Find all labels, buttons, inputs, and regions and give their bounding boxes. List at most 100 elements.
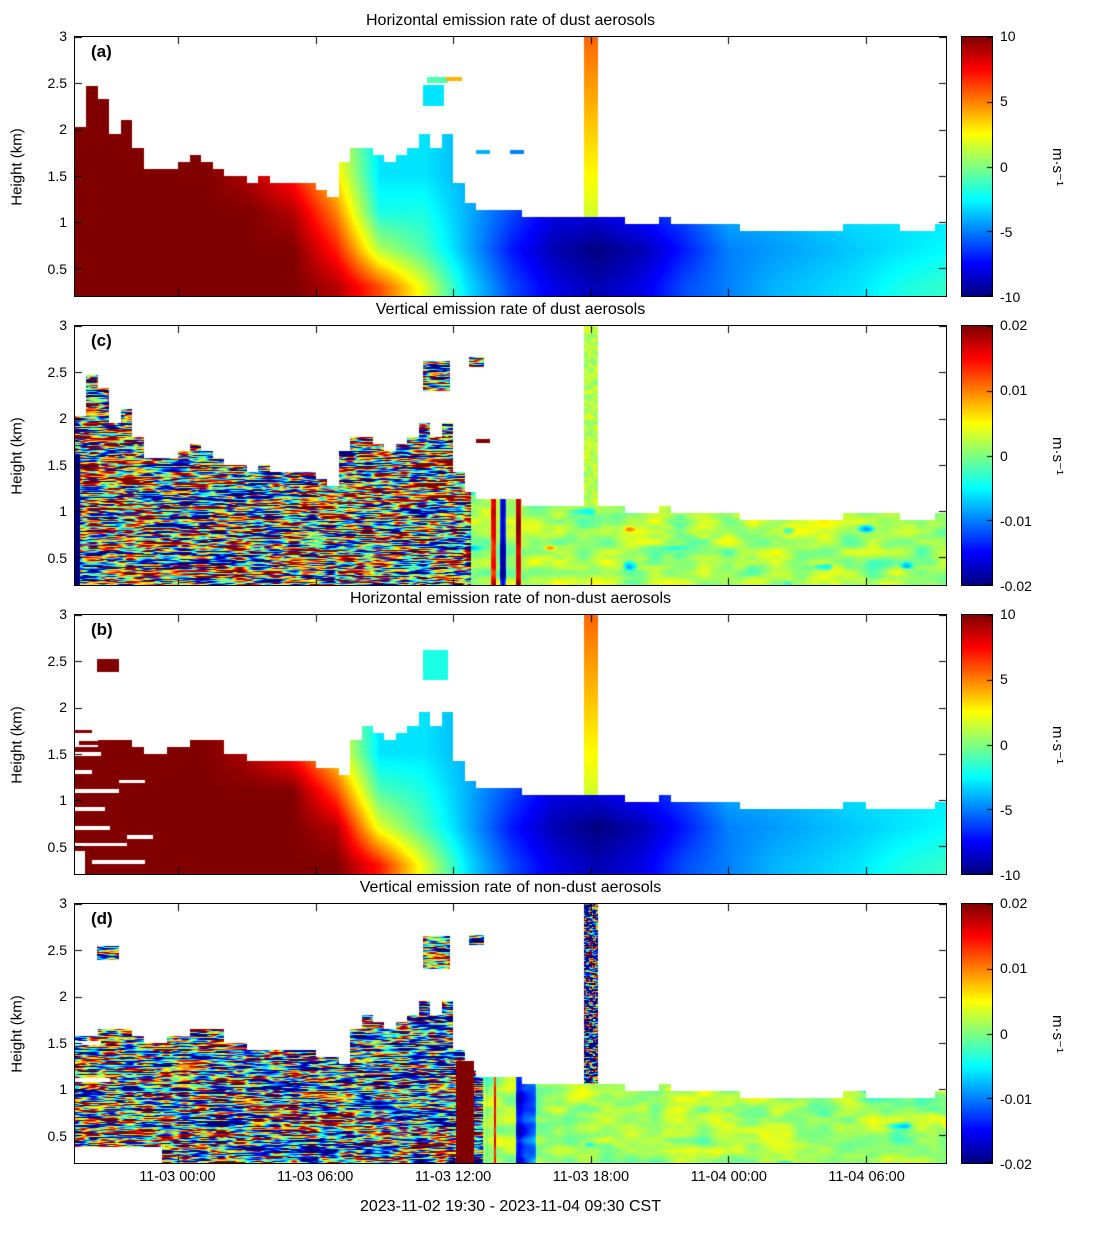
colorbar-tick: 0: [1000, 447, 1008, 464]
colorbar-tick: -10: [1000, 867, 1021, 883]
x-axis-tick-labels: 11-03 00:00 11-03 06:00 11-03 12:00 11-0…: [4, 1164, 1107, 1190]
y-tick: 2: [59, 410, 67, 427]
panel-b-plot-row: Height (km) 3 2.5 2 1.5 1 0.5 (b) 10 5 0…: [4, 606, 1107, 883]
y-tick: 1.5: [47, 167, 67, 184]
panel-d: Vertical emission rate of non-dust aeros…: [4, 875, 1107, 1172]
colorbar-tick: 10: [1000, 606, 1016, 622]
colorbar-tick: -5: [1000, 223, 1013, 240]
colorbar-ticks-a: 10 5 0 -5 -10: [993, 28, 1045, 305]
panel-c: Vertical emission rate of dust aerosols …: [4, 297, 1107, 594]
panel-a-title-row: Horizontal emission rate of dust aerosol…: [4, 8, 1107, 36]
x-tick: 11-03 18:00: [552, 1169, 630, 1185]
heatmap-canvas-b: [75, 615, 946, 874]
colorbar-canvas-c: [962, 326, 992, 585]
x-ticks: 11-03 00:00 11-03 06:00 11-03 12:00 11-0…: [74, 1164, 947, 1190]
y-tick: 0.5: [47, 1128, 67, 1145]
colorbar-unit-text: m·s⁻¹: [1049, 725, 1066, 764]
y-tick: 1.5: [47, 745, 67, 762]
y-tick: 0.5: [47, 261, 67, 278]
x-tick: 11-03 00:00: [139, 1169, 216, 1185]
heatmap-canvas-a: [75, 37, 946, 296]
colorbar-tick: -5: [1000, 801, 1013, 818]
heatmap-plot-a: (a): [74, 36, 947, 297]
colorbar-b: [961, 614, 993, 875]
colorbar-canvas-a: [962, 37, 992, 296]
panel-c-plot-row: Height (km) 3 2.5 2 1.5 1 0.5 (c) 0.02 0…: [4, 317, 1107, 594]
heatmap-plot-c: (c): [74, 325, 947, 586]
panel-a-plot-row: Height (km) 3 2.5 2 1.5 1 0.5 (a) 10 5 0…: [4, 28, 1107, 305]
heatmap-plot-d: (d): [74, 903, 947, 1164]
colorbar-tick: 5: [1000, 93, 1008, 110]
y-tick-labels: 3 2.5 2 1.5 1 0.5: [30, 895, 74, 1164]
panel-d-plot-row: Height (km) 3 2.5 2 1.5 1 0.5 (d) 0.02 0…: [4, 895, 1107, 1172]
colorbar-tick: 0: [1000, 1025, 1008, 1042]
y-tick: 1: [59, 503, 67, 520]
y-tick-labels: 3 2.5 2 1.5 1 0.5: [30, 317, 74, 586]
panel-a: Horizontal emission rate of dust aerosol…: [4, 8, 1107, 305]
colorbar-tick: -0.02: [1000, 1156, 1032, 1172]
panel-c-title: Vertical emission rate of dust aerosols: [375, 301, 646, 318]
panel-d-title-row: Vertical emission rate of non-dust aeros…: [4, 875, 1107, 903]
y-tick: 2.5: [47, 941, 67, 958]
colorbar-canvas-b: [962, 615, 992, 874]
y-axis-label: Height (km): [4, 614, 30, 875]
panel-letter-a: (a): [91, 42, 112, 61]
colorbar-tick: -0.01: [1000, 512, 1032, 529]
colorbar-unit-text: m·s⁻¹: [1049, 1014, 1066, 1053]
y-axis-label-text: Height (km): [8, 127, 26, 206]
panel-letter-b: (b): [91, 620, 113, 639]
y-tick: 1.5: [47, 1034, 67, 1051]
panel-b: Horizontal emission rate of non-dust aer…: [4, 586, 1107, 883]
colorbar-tick: 0.02: [1000, 317, 1028, 333]
colorbar-d: [961, 903, 993, 1164]
x-tick: 11-03 06:00: [277, 1169, 354, 1185]
colorbar-unit-a: m·s⁻¹: [1045, 36, 1071, 297]
colorbar-ticks-b: 10 5 0 -5 -10: [993, 606, 1045, 883]
panel-a-title: Horizontal emission rate of dust aerosol…: [365, 12, 656, 29]
y-axis-label: Height (km): [4, 36, 30, 297]
colorbar-unit-c: m·s⁻¹: [1045, 325, 1071, 586]
colorbar-ticks-c: 0.02 0.01 0 -0.01 -0.02: [993, 317, 1045, 594]
colorbar-unit-b: m·s⁻¹: [1045, 614, 1071, 875]
x-tick: 11-03 12:00: [414, 1169, 492, 1185]
colorbar-unit-text: m·s⁻¹: [1049, 147, 1066, 186]
colorbar-tick: 0: [1000, 736, 1008, 753]
colorbar-canvas-d: [962, 904, 992, 1163]
colorbar-ticks-d: 0.02 0.01 0 -0.01 -0.02: [993, 895, 1045, 1172]
colorbar-tick: 0.01: [1000, 960, 1028, 977]
colorbar-tick: 10: [1000, 28, 1016, 44]
x-axis-label-row: 2023-11-02 19:30 - 2023-11-04 09:30 CST: [4, 1190, 1107, 1224]
x-axis-label: 2023-11-02 19:30 - 2023-11-04 09:30 CST: [360, 1198, 661, 1215]
y-tick: 0.5: [47, 839, 67, 856]
colorbar-tick: 0: [1000, 158, 1008, 175]
colorbar-c: [961, 325, 993, 586]
x-tick: 11-04 06:00: [828, 1169, 905, 1185]
panel-letter-d: (d): [91, 909, 113, 928]
colorbar-unit-d: m·s⁻¹: [1045, 903, 1071, 1164]
y-tick: 2.5: [47, 74, 67, 91]
panel-letter-c: (c): [91, 331, 112, 350]
panel-c-title-row: Vertical emission rate of dust aerosols: [4, 297, 1107, 325]
y-tick: 2: [59, 121, 67, 138]
colorbar-tick: -10: [1000, 289, 1021, 305]
y-tick: 3: [59, 895, 67, 911]
y-tick-labels: 3 2.5 2 1.5 1 0.5: [30, 28, 74, 297]
colorbar-tick: 0.02: [1000, 895, 1028, 911]
y-tick: 2.5: [47, 363, 67, 380]
heatmap-plot-b: (b): [74, 614, 947, 875]
colorbar-tick: 5: [1000, 671, 1008, 688]
x-tick: 11-04 00:00: [690, 1169, 767, 1185]
panel-b-title-row: Horizontal emission rate of non-dust aer…: [4, 586, 1107, 614]
colorbar-unit-text: m·s⁻¹: [1049, 436, 1066, 475]
y-axis-label-text: Height (km): [8, 416, 26, 495]
panel-b-title: Horizontal emission rate of non-dust aer…: [349, 590, 672, 607]
y-tick: 1: [59, 792, 67, 809]
y-axis-label: Height (km): [4, 903, 30, 1164]
colorbar-tick: -0.01: [1000, 1090, 1032, 1107]
y-tick: 2: [59, 699, 67, 716]
y-tick: 2: [59, 988, 67, 1005]
y-axis-label-text: Height (km): [8, 705, 26, 784]
y-tick: 0.5: [47, 550, 67, 567]
colorbar-a: [961, 36, 993, 297]
